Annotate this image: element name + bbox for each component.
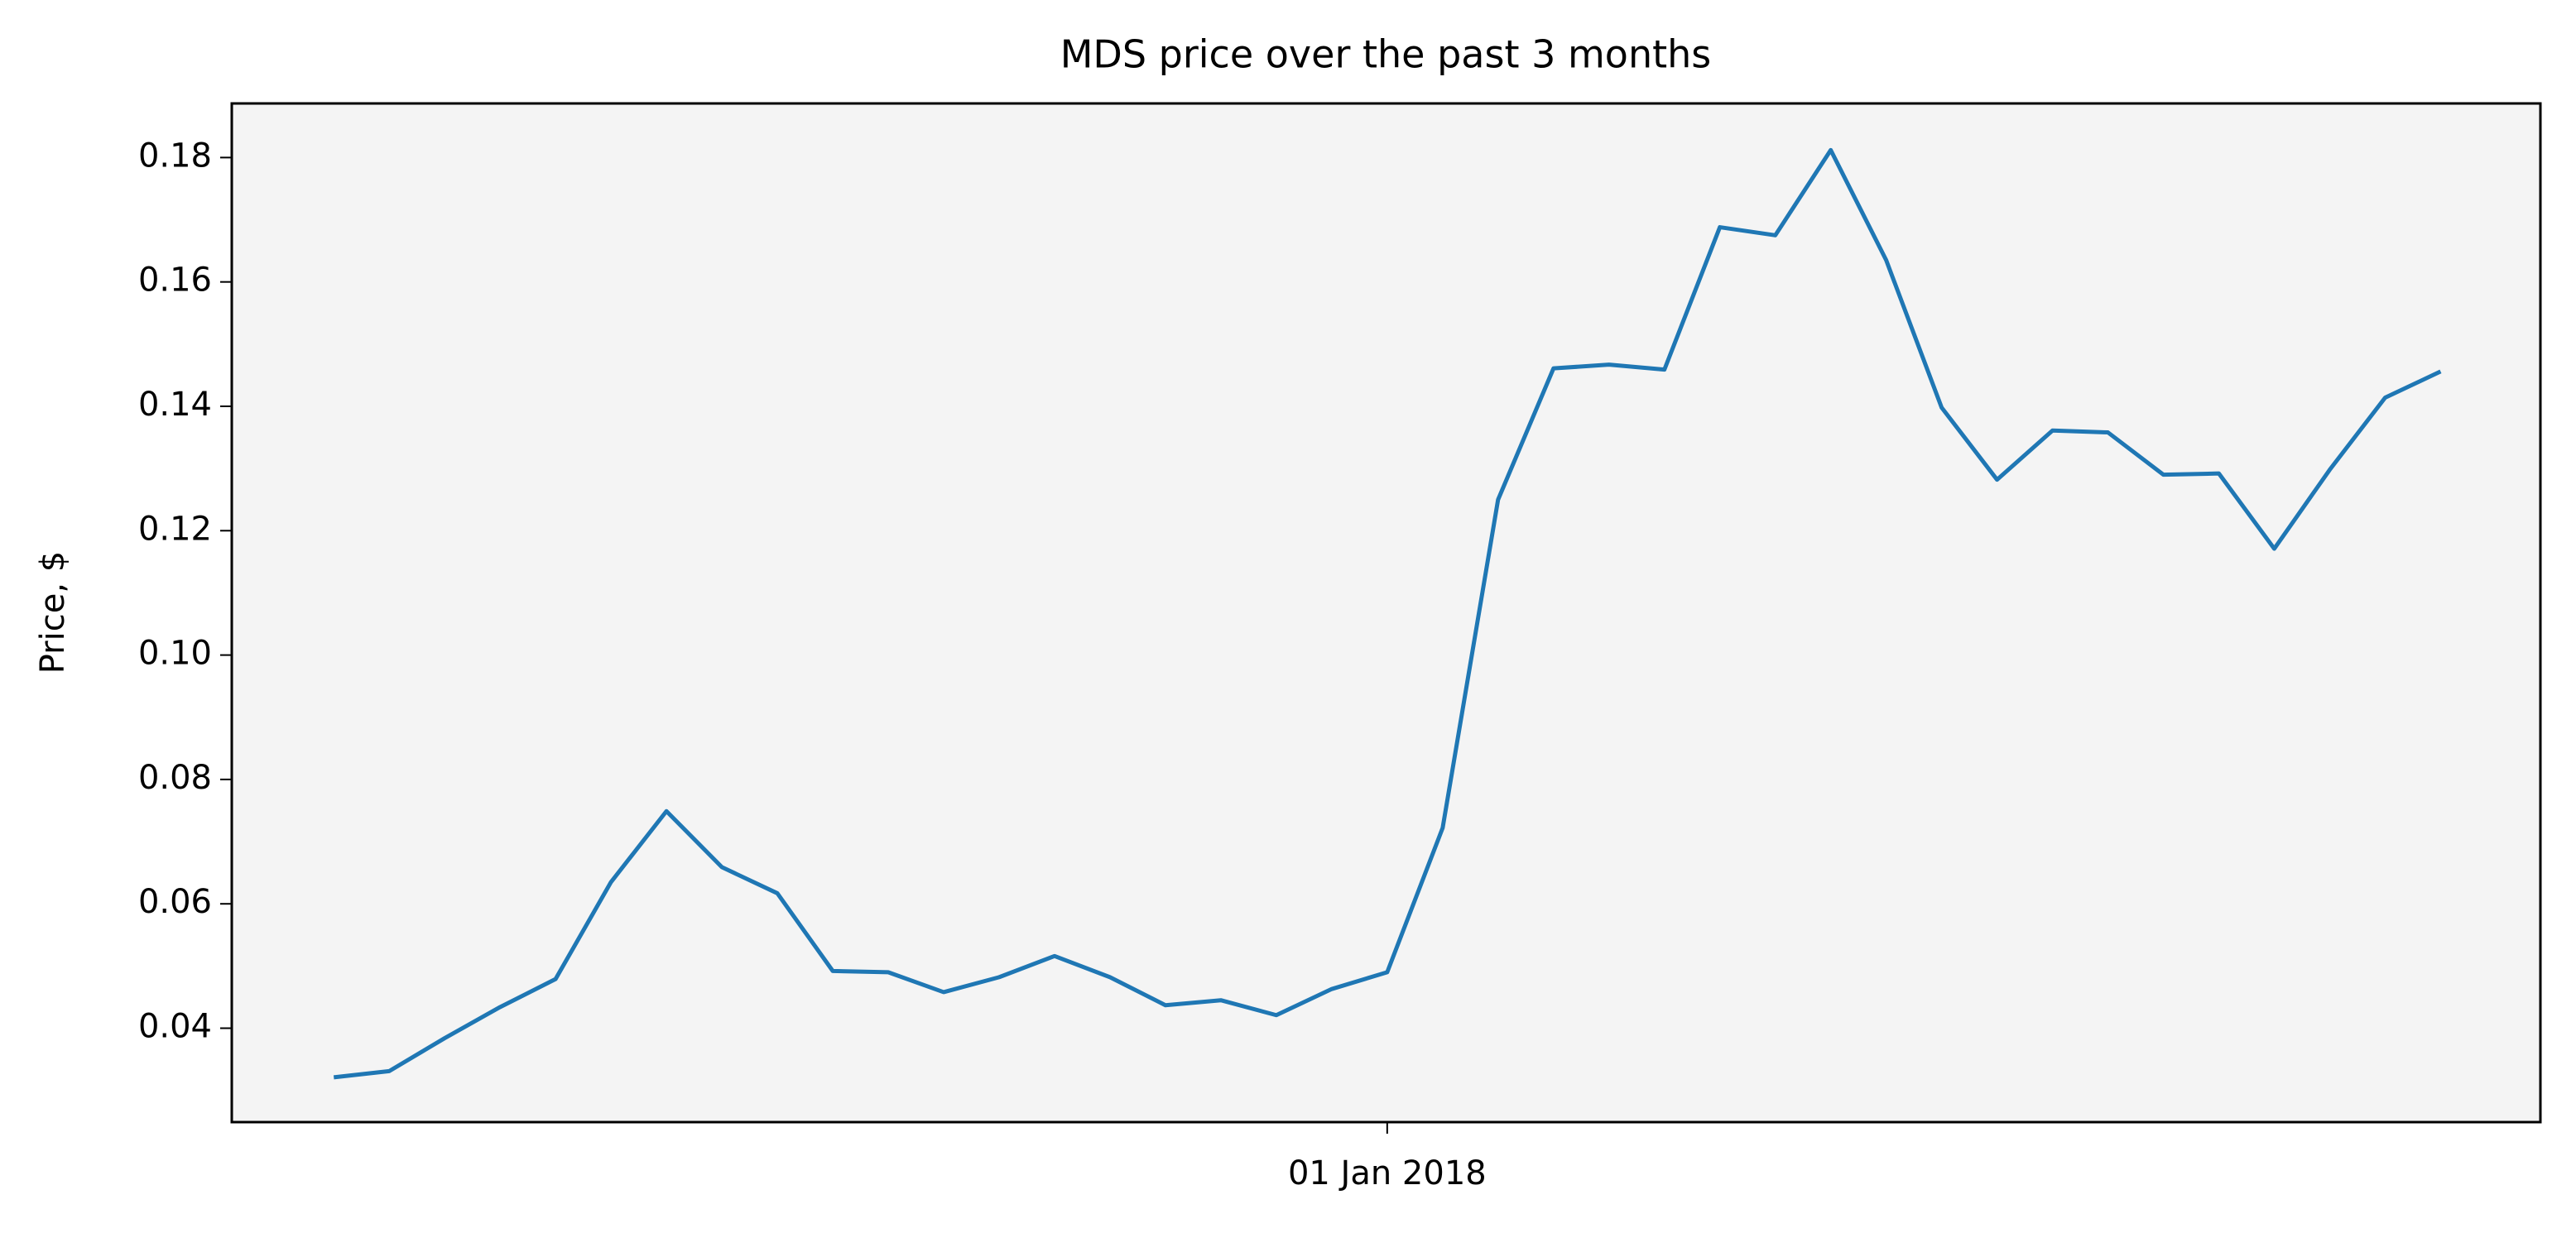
y-tick-label: 0.12 bbox=[138, 510, 212, 548]
plot-frame bbox=[230, 102, 2542, 1124]
y-tick-label: 0.06 bbox=[138, 883, 212, 921]
plot-area bbox=[232, 103, 2540, 1122]
y-tick-label: 0.08 bbox=[138, 759, 212, 797]
y-axis-label: Price, $ bbox=[34, 551, 72, 674]
y-tick-label: 0.04 bbox=[138, 1008, 212, 1046]
chart-title: MDS price over the past 3 months bbox=[1060, 32, 1712, 77]
y-tick-label: 0.18 bbox=[138, 137, 212, 175]
y-tick-label: 0.14 bbox=[138, 386, 212, 424]
y-tick-label: 0.10 bbox=[138, 635, 212, 673]
y-tick-label: 0.16 bbox=[138, 261, 212, 300]
x-tick-label: 01 Jan 2018 bbox=[1288, 1154, 1487, 1192]
price-line bbox=[333, 147, 2442, 1080]
